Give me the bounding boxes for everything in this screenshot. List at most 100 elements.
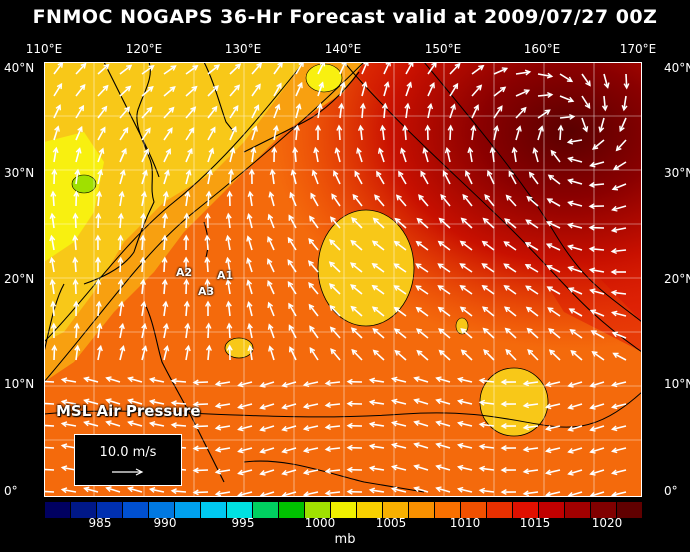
wind-vector: [458, 400, 473, 405]
wind-vector-head: [526, 327, 533, 334]
wind-vector-head: [610, 268, 617, 276]
wind-vector: [527, 328, 539, 339]
wind-vector: [52, 301, 55, 317]
lat-label-right-10n: 10°N: [664, 377, 690, 391]
wind-vector: [568, 381, 583, 387]
wind-vector: [141, 127, 151, 141]
wind-vector-head: [547, 307, 554, 313]
wind-vector: [423, 148, 429, 163]
wind-vector: [460, 306, 473, 317]
wind-vector-head: [281, 469, 288, 476]
wind-vector: [185, 191, 189, 207]
wind-vector: [612, 332, 627, 339]
colorbar-swatch: [357, 502, 383, 518]
wind-vector: [119, 324, 124, 339]
wind-vector-head: [368, 465, 376, 472]
wind-vector: [304, 403, 319, 408]
wind-vector-head: [611, 184, 619, 191]
wind-vector: [229, 63, 241, 75]
wind-vector: [420, 171, 429, 185]
marker-a3: A3: [198, 285, 215, 298]
wind-vector-head: [538, 125, 544, 132]
wind-vector: [458, 444, 473, 449]
wind-vector: [128, 399, 143, 405]
wind-vector-head: [368, 421, 376, 428]
wind-vector: [52, 191, 55, 207]
wind-vector-head: [246, 300, 253, 308]
wind-vector-head: [450, 103, 456, 110]
wind-vector-head: [206, 168, 213, 176]
wind-vector-head: [402, 124, 409, 131]
wind-vector-head: [336, 124, 343, 131]
wind-vector-head: [589, 404, 596, 410]
wind-vector: [625, 73, 628, 89]
wind-vector-head: [95, 300, 102, 307]
wind-vector-head: [95, 212, 102, 219]
wind-vector: [396, 194, 407, 207]
wind-vector: [273, 83, 282, 97]
low-center-green: [71, 174, 97, 194]
wind-vector-head: [374, 194, 380, 201]
wind-vector: [373, 217, 385, 229]
wind-vector-head: [447, 124, 454, 131]
wind-vector-head: [100, 126, 106, 133]
wind-vector-head: [187, 147, 193, 155]
wind-vector-head: [350, 239, 357, 246]
wind-vector: [372, 306, 385, 317]
wind-vector-head: [105, 376, 112, 382]
wind-vector: [141, 107, 153, 119]
wind-vector-head: [237, 425, 244, 432]
wind-vector: [506, 195, 517, 207]
wind-vector-head: [83, 420, 90, 427]
wind-vector: [289, 192, 297, 207]
wind-vector-head: [297, 81, 303, 89]
wind-vector: [260, 491, 275, 497]
wind-vector-head: [281, 403, 288, 410]
wind-vector: [317, 62, 325, 75]
wind-vector-head: [522, 446, 530, 453]
coast-korea: [203, 62, 235, 133]
wind-vector: [482, 285, 495, 295]
isobar-4: [44, 62, 305, 343]
wind-vector: [383, 82, 389, 97]
wind-vector-head: [393, 263, 400, 269]
wind-vector: [119, 279, 122, 295]
wind-vector: [352, 194, 363, 207]
wind-vector: [590, 161, 605, 167]
wind-vector: [460, 328, 473, 339]
wind-vector-head: [478, 377, 486, 384]
wind-vector-head: [615, 145, 622, 152]
lat-label-left-40n: 40°N: [4, 61, 35, 75]
wind-vector-head: [250, 146, 257, 154]
wind-vector: [361, 104, 364, 119]
wind-vector-head: [72, 278, 79, 285]
wind-vector: [150, 400, 165, 405]
wind-vector: [335, 148, 341, 163]
wind-vector: [383, 62, 391, 75]
lon-label-110: 110°E: [25, 42, 63, 56]
wind-vector: [97, 64, 110, 75]
wind-vector: [378, 148, 385, 163]
wind-vector: [440, 194, 451, 207]
wind-vector-head: [415, 285, 422, 291]
wind-vector: [141, 65, 154, 75]
wind-vector-head: [350, 305, 357, 312]
wind-vector: [193, 469, 209, 472]
wind-vector-head: [404, 102, 411, 110]
lon-label-140: 140°E: [324, 42, 362, 56]
wind-vector-head: [503, 241, 510, 247]
wind-vector: [439, 350, 451, 361]
wind-vector: [590, 403, 605, 409]
wind-vector-head: [470, 124, 477, 132]
wind-vector-head: [544, 109, 551, 116]
wind-vector-head: [546, 72, 554, 79]
wind-vector: [612, 205, 627, 211]
wind-vector-head: [437, 285, 444, 291]
wind-vector: [308, 304, 319, 317]
wind-vector-head: [281, 425, 288, 432]
wind-vector-head: [329, 239, 336, 246]
wind-vector-head: [309, 215, 315, 222]
wind-vector-head: [318, 81, 325, 88]
wind-vector-head: [522, 468, 530, 475]
wind-vectors: [44, 62, 630, 497]
